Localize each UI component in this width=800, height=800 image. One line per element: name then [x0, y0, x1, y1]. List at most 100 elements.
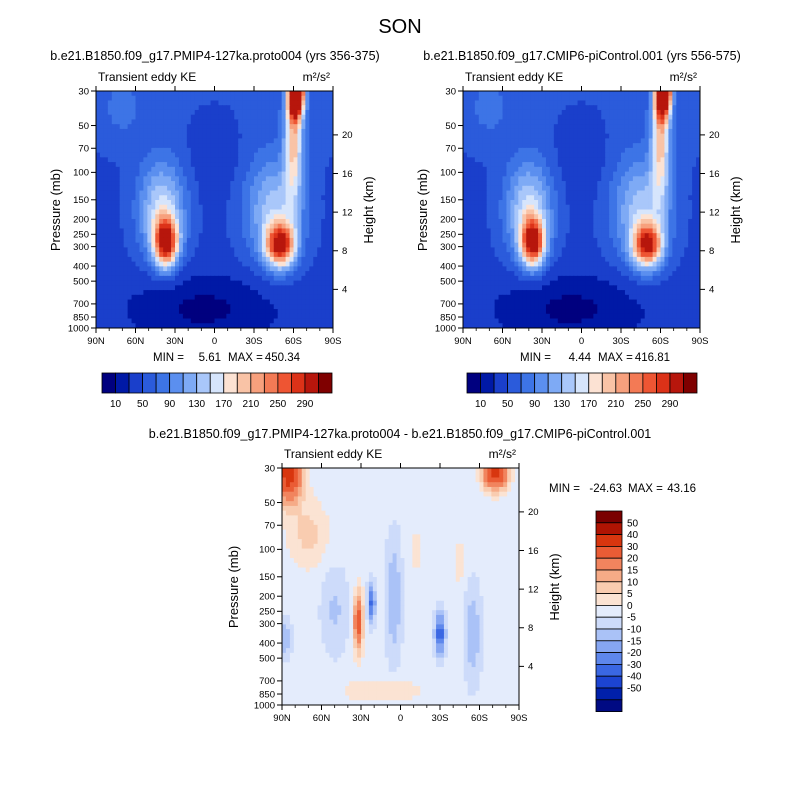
- panel-b-cell: [605, 100, 610, 106]
- panel-a-cell: [265, 285, 271, 291]
- panel-a-cell: [218, 313, 223, 320]
- panel-a-cell: [317, 218, 322, 225]
- panel-a-cell: [186, 109, 192, 116]
- panel-a-cell: [329, 95, 333, 102]
- panel-b-cell: [613, 233, 618, 239]
- panel-a-cell: [182, 294, 188, 301]
- panel-b-cell: [463, 147, 468, 154]
- panel-b-cell: [668, 200, 673, 206]
- panel-b-cell: [534, 171, 539, 177]
- panel-b-cell: [514, 214, 519, 220]
- panel-a-cell: [115, 299, 121, 305]
- panel-a-cell: [309, 228, 314, 234]
- panel-a-cell: [277, 190, 283, 196]
- panel-a-cell: [111, 100, 117, 106]
- panel-a-cell: [301, 128, 306, 135]
- panel-a-cell: [297, 261, 302, 267]
- panel-b-cell: [565, 128, 571, 135]
- panel-b-cell: [463, 119, 468, 125]
- panel-b-cell: [466, 185, 472, 192]
- panel-b-cell: [510, 100, 515, 106]
- panel-b-cell: [613, 214, 618, 220]
- panel-a-cell: [119, 138, 125, 144]
- panel-b-cell: [672, 114, 677, 121]
- panel-a-cell: [242, 256, 247, 263]
- panel-a-cell: [96, 275, 101, 282]
- panel-a-cell: [277, 290, 283, 296]
- panel-a-cell: [151, 124, 156, 130]
- panel-b-cell: [486, 200, 492, 206]
- panel-b-cell: [621, 233, 626, 239]
- panel-a-cell: [305, 162, 310, 168]
- panel-a: b.e21.B1850.f09_g17.PMIP4-127ka.proto004…: [48, 49, 380, 410]
- panel-a-cell: [178, 266, 184, 272]
- panel-b-cell: [545, 157, 551, 163]
- panel-a-cell: [226, 242, 231, 249]
- panel-a-cell: [139, 266, 144, 272]
- panel-a-cell: [301, 290, 306, 296]
- panel-b-cell: [494, 152, 500, 158]
- panel-b-cell: [624, 200, 630, 206]
- panel-b-cell: [518, 223, 523, 230]
- panel-a-cell: [321, 318, 326, 324]
- panel-a-cell: [329, 181, 333, 187]
- panel-a-cell: [297, 304, 302, 310]
- panel-a-cell: [254, 166, 259, 173]
- panel-a-cell: [285, 266, 291, 272]
- panel-a-cell: [190, 323, 196, 328]
- panel-a-cell: [321, 304, 326, 310]
- panel-a-cell: [107, 204, 113, 211]
- panel-a-cell: [206, 218, 212, 225]
- panel-a-cell: [127, 237, 133, 244]
- panel-b-cell: [502, 138, 508, 144]
- panel-a-cell: [155, 304, 160, 310]
- panel-b-cell: [640, 214, 646, 220]
- panel-b-cell: [589, 157, 594, 163]
- panel-a-cell: [210, 138, 216, 144]
- panel-a-cell: [325, 143, 330, 149]
- panel-b-cell: [498, 138, 504, 144]
- panel-a-cell: [277, 313, 283, 320]
- panel-a-cell: [159, 162, 164, 168]
- panel-a-cell: [202, 309, 208, 315]
- panel-a-cell: [246, 247, 251, 253]
- panel-a-cell: [226, 304, 231, 310]
- panel-a-cell: [143, 294, 148, 301]
- panel-b-cell: [561, 214, 567, 220]
- panel-b-cell: [628, 114, 634, 121]
- panel-b-cell: [613, 105, 618, 111]
- panel-b-cell: [632, 228, 638, 234]
- panel-a-cell: [214, 256, 220, 263]
- panel-a-cell: [226, 252, 231, 258]
- panel-a-cell: [273, 242, 279, 249]
- panel-b-cell: [577, 138, 583, 144]
- panel-b-cell: [577, 119, 583, 125]
- panel-a-cell: [190, 162, 196, 168]
- panel-b-cell: [542, 128, 547, 135]
- panel-a-cell: [293, 171, 299, 177]
- panel-b-cell: [640, 176, 646, 182]
- panel-a-cell: [238, 138, 243, 144]
- panel-b-cell: [692, 209, 697, 215]
- panel-a-cell: [321, 200, 326, 206]
- panel-a-cell: [273, 318, 279, 324]
- panel-b-cell: [486, 166, 492, 173]
- panel-a-ytick-right-label: 16: [342, 169, 353, 180]
- panel-a-cell: [190, 152, 196, 158]
- panel-b-cell: [490, 181, 496, 187]
- panel-a-cell: [254, 318, 259, 324]
- panel-a-cell: [285, 309, 291, 315]
- panel-b-cell: [545, 166, 551, 173]
- panel-a-cell: [202, 209, 208, 215]
- panel-a-cell: [182, 124, 188, 130]
- panel-a-cell: [143, 176, 148, 182]
- panel-a-cell: [317, 152, 322, 158]
- panel-a-cell: [317, 214, 322, 220]
- panel-a-cell: [210, 242, 216, 249]
- panel-a-cell: [301, 166, 306, 173]
- panel-a-cell: [178, 114, 184, 121]
- panel-a-cell: [265, 223, 271, 230]
- panel-b-cell: [593, 124, 598, 130]
- panel-a-cell: [230, 252, 235, 258]
- panel-b-cell: [522, 214, 527, 220]
